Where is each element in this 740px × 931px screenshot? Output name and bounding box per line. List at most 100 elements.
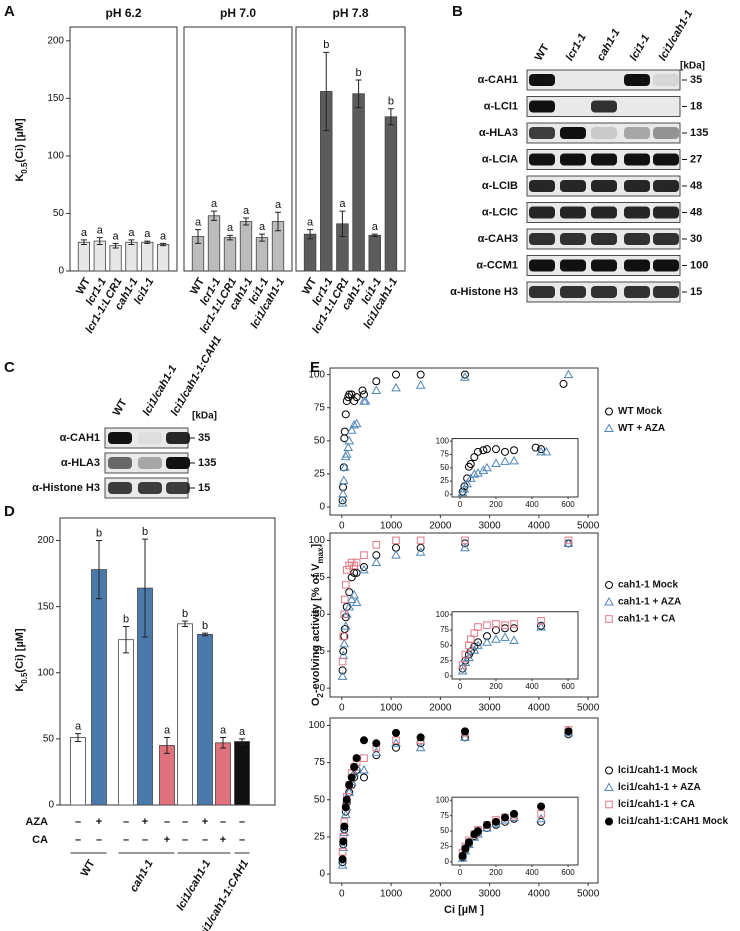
blot-band bbox=[560, 206, 586, 219]
data-point bbox=[416, 733, 425, 742]
group-label: WT bbox=[79, 858, 98, 879]
treatment-sign: + bbox=[164, 834, 170, 846]
data-point bbox=[340, 595, 349, 604]
blot-band bbox=[560, 180, 586, 192]
x-tick-label: 3000 bbox=[478, 703, 501, 714]
data-point bbox=[392, 728, 401, 737]
plot-frame bbox=[69, 26, 178, 272]
panel-title: pH 7.8 bbox=[332, 6, 368, 20]
inset-y-tick-label: 100 bbox=[436, 795, 450, 804]
inset-y-tick-label: 75 bbox=[440, 625, 449, 634]
data-point bbox=[415, 547, 426, 556]
data-point bbox=[342, 795, 351, 804]
data-point bbox=[469, 469, 480, 478]
kda-label: 15 bbox=[690, 286, 702, 298]
data-point bbox=[500, 632, 510, 641]
data-point bbox=[338, 488, 348, 498]
x-tick-label: 4000 bbox=[528, 889, 551, 900]
bar bbox=[303, 233, 317, 272]
data-point bbox=[473, 640, 483, 649]
significance-letter: a bbox=[211, 198, 218, 210]
blot-band bbox=[560, 153, 586, 166]
x-tick-label: 1000 bbox=[380, 521, 403, 532]
inset-x-tick-label: 200 bbox=[489, 500, 503, 509]
x-tick-label: 0 bbox=[339, 703, 345, 714]
data-point bbox=[491, 626, 500, 635]
inset-y-tick-label: 25 bbox=[440, 476, 449, 485]
data-point bbox=[537, 810, 545, 818]
significance-letter: a bbox=[144, 228, 151, 240]
data-point bbox=[458, 851, 467, 860]
data-point bbox=[345, 780, 354, 789]
data-point bbox=[461, 844, 470, 853]
data-point bbox=[350, 397, 359, 406]
blot-band bbox=[591, 180, 617, 192]
data-point bbox=[473, 447, 482, 456]
blot-band bbox=[560, 101, 586, 113]
bar bbox=[384, 116, 398, 272]
inset-frame bbox=[451, 438, 579, 498]
inset-x-tick-label: 400 bbox=[525, 500, 539, 509]
data-point bbox=[482, 632, 491, 641]
data-point bbox=[359, 736, 368, 745]
error-bar bbox=[243, 217, 249, 226]
blot-band bbox=[591, 100, 617, 113]
data-point bbox=[392, 736, 400, 745]
data-point bbox=[339, 837, 348, 846]
panel-label: C bbox=[4, 359, 15, 376]
bar bbox=[141, 241, 154, 272]
legend-label: cah1-1 + AZA bbox=[618, 597, 681, 608]
significance-letter: a bbox=[239, 726, 246, 738]
significance-letter: b bbox=[96, 527, 102, 539]
antibody-label: α-Histone H3 bbox=[450, 286, 518, 298]
data-point bbox=[372, 377, 381, 386]
axis-label-part: O bbox=[310, 697, 322, 706]
antibody-label: α-CAH1 bbox=[60, 432, 100, 444]
axis-label-part: K bbox=[14, 684, 26, 692]
inset-x-tick-label: 600 bbox=[561, 868, 575, 877]
data-point bbox=[536, 813, 546, 823]
data-point bbox=[537, 617, 545, 625]
error-bar bbox=[128, 239, 135, 246]
data-point bbox=[510, 446, 519, 455]
significance-letter: a bbox=[220, 724, 227, 736]
legend-label: WT Mock bbox=[618, 406, 662, 417]
lane-label: lcr1-1 bbox=[564, 32, 589, 63]
treatment-sign: – bbox=[75, 834, 81, 846]
blot-band bbox=[529, 206, 555, 219]
lane-label: WT bbox=[111, 397, 130, 418]
x-tick-label: 5000 bbox=[577, 521, 600, 532]
error-bar bbox=[123, 625, 129, 654]
blot-band bbox=[560, 286, 586, 298]
error-bar bbox=[195, 229, 201, 244]
data-point bbox=[510, 624, 519, 633]
significance-letter: a bbox=[160, 230, 167, 242]
error-bar bbox=[75, 733, 81, 743]
blot-band bbox=[138, 482, 162, 494]
data-point bbox=[359, 564, 369, 574]
treatment-sign: – bbox=[239, 816, 245, 828]
y-tick-label: 200 bbox=[37, 535, 54, 546]
data-point bbox=[563, 538, 574, 547]
data-point bbox=[500, 456, 510, 465]
y-tick-label: 100 bbox=[308, 369, 325, 380]
inset-y-tick-label: 100 bbox=[436, 610, 450, 619]
y-tick-label: 200 bbox=[47, 35, 64, 46]
y-tick-label: 0 bbox=[319, 869, 325, 880]
axis-label-part: (Ci) [µM] bbox=[14, 628, 26, 673]
data-point bbox=[359, 765, 369, 774]
y-tick-label: 0 bbox=[48, 800, 54, 811]
data-point bbox=[340, 809, 351, 819]
treatment-sign: – bbox=[123, 834, 129, 846]
error-bar bbox=[142, 538, 148, 638]
significance-letter: b bbox=[182, 608, 188, 620]
inset-y-tick-label: 50 bbox=[440, 463, 449, 472]
data-point bbox=[392, 536, 400, 545]
legend-label: cah1-1 Mock bbox=[618, 580, 678, 591]
plot-frame bbox=[329, 532, 599, 698]
error-bar bbox=[239, 738, 245, 745]
significance-letter: a bbox=[113, 230, 120, 242]
data-point bbox=[563, 369, 574, 379]
data-point bbox=[338, 657, 347, 666]
data-point bbox=[416, 543, 425, 552]
